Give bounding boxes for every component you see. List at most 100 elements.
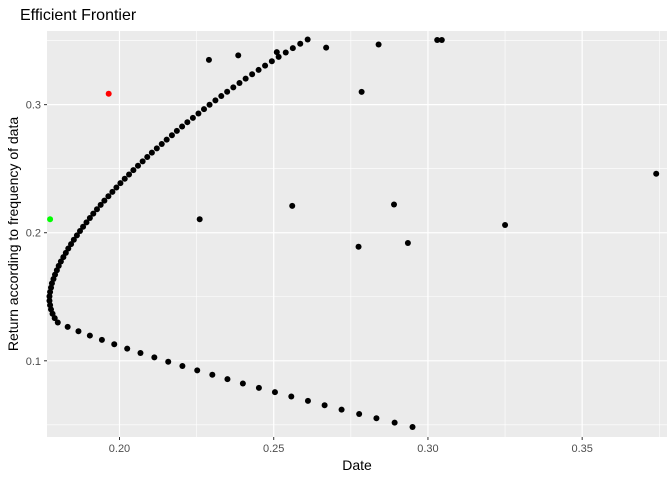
data-point: [404, 239, 411, 246]
data-point: [77, 228, 84, 235]
data-point: [338, 406, 345, 413]
data-point: [323, 44, 330, 51]
data-point: [64, 323, 71, 330]
data-point: [653, 170, 660, 177]
data-point: [358, 88, 365, 95]
y-axis-title: Return according to frequency of data: [5, 117, 21, 351]
data-point: [184, 119, 191, 126]
data-point: [409, 424, 416, 431]
data-point: [105, 90, 112, 97]
data-point: [98, 336, 105, 343]
data-point: [57, 258, 64, 265]
data-point: [139, 158, 146, 165]
data-point: [163, 136, 170, 143]
data-point: [273, 49, 280, 56]
x-tick-label: 0.25: [263, 443, 284, 455]
data-point: [46, 297, 53, 304]
data-point: [73, 232, 80, 239]
data-point: [224, 376, 231, 383]
data-point: [83, 219, 90, 226]
data-point: [179, 123, 186, 130]
x-tick-label: 0.35: [571, 443, 592, 455]
data-point: [268, 58, 275, 65]
data-point: [121, 175, 128, 182]
data-point: [148, 149, 155, 156]
data-point: [373, 415, 380, 422]
data-point: [70, 236, 77, 243]
data-point: [168, 132, 175, 139]
data-point: [391, 419, 398, 426]
data-point: [321, 402, 328, 409]
data-point: [194, 367, 201, 374]
data-point: [130, 167, 137, 174]
x-axis-title: Date: [342, 457, 372, 473]
data-point: [75, 328, 82, 335]
plot-panel: [47, 31, 667, 437]
data-point: [304, 36, 311, 43]
data-point: [151, 354, 158, 361]
data-point: [153, 145, 160, 152]
data-point: [205, 56, 212, 63]
data-point: [97, 201, 104, 208]
data-point: [391, 201, 398, 208]
data-point: [195, 110, 202, 117]
data-point: [375, 41, 382, 48]
data-point: [60, 254, 67, 261]
data-point: [275, 53, 282, 60]
data-point: [86, 214, 93, 221]
data-point: [297, 40, 304, 47]
data-point: [117, 180, 124, 187]
data-point: [68, 241, 75, 248]
data-point: [236, 79, 243, 86]
data-point: [86, 332, 93, 339]
data-point: [282, 49, 289, 56]
data-point: [126, 171, 133, 178]
data-point: [137, 349, 144, 356]
x-tick-label: 0.30: [417, 443, 438, 455]
data-point: [255, 66, 262, 73]
data-point: [356, 410, 363, 417]
data-point: [47, 216, 54, 223]
data-point: [80, 223, 87, 230]
data-point: [304, 397, 311, 404]
x-tick-label: 0.20: [109, 443, 130, 455]
y-tick-label: 0.2: [26, 228, 41, 240]
data-point: [124, 345, 131, 352]
data-point: [262, 62, 269, 69]
data-point: [144, 154, 151, 161]
data-point: [105, 193, 112, 200]
data-point: [196, 216, 203, 223]
data-point: [271, 389, 278, 396]
data-point: [242, 75, 249, 82]
data-point: [235, 52, 242, 59]
data-point: [288, 393, 295, 400]
data-point: [434, 36, 441, 43]
data-point: [289, 202, 296, 209]
data-point: [212, 97, 219, 104]
data-point: [101, 197, 108, 204]
data-point: [239, 380, 246, 387]
data-point: [201, 106, 208, 113]
grid-major: [47, 31, 667, 437]
data-point: [255, 384, 262, 391]
data-point: [438, 36, 445, 43]
data-point: [113, 184, 120, 191]
data-point: [173, 127, 180, 134]
data-point: [249, 71, 256, 78]
data-point: [165, 358, 172, 365]
grid-minor: [47, 31, 667, 437]
data-point: [224, 88, 231, 95]
data-point: [230, 84, 237, 91]
data-point: [158, 140, 165, 147]
data-point: [111, 341, 118, 348]
data-point: [206, 101, 213, 108]
data-point: [62, 249, 69, 256]
data-point: [109, 188, 116, 195]
data-point: [355, 243, 362, 250]
data-points: [46, 36, 660, 431]
y-tick-label: 0.1: [26, 356, 41, 368]
chart-title: Efficient Frontier: [20, 7, 137, 24]
data-point: [90, 210, 97, 217]
data-point: [179, 363, 186, 370]
